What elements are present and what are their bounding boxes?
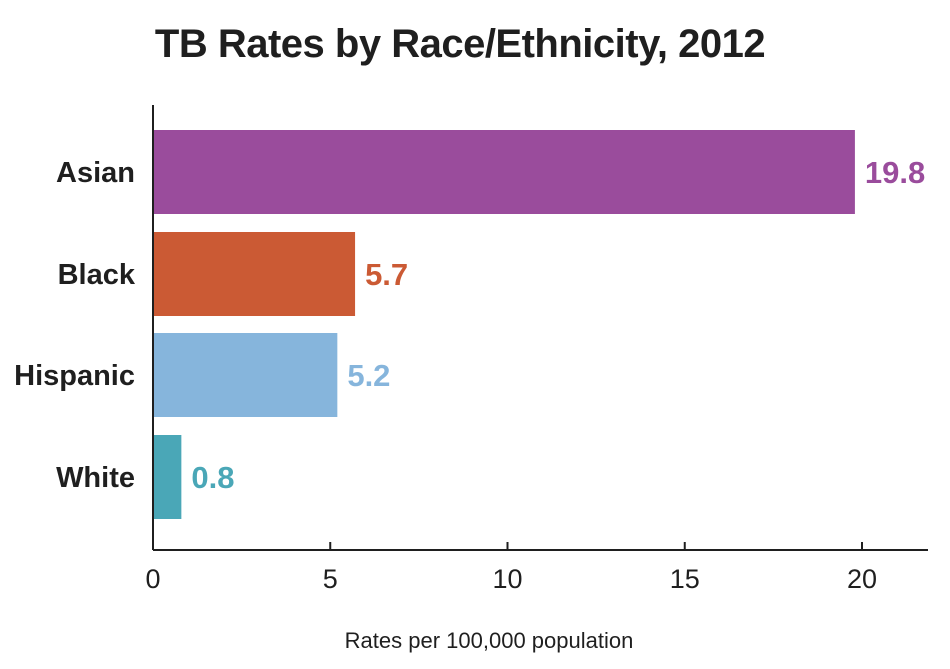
value-label-asian: 19.8 — [865, 155, 925, 190]
chart-title: TB Rates by Race/Ethnicity, 2012 — [154, 22, 766, 66]
bar-asian — [153, 130, 855, 214]
x-tick-label-10: 10 — [492, 564, 522, 594]
axes-layer: 0 5 10 15 20 Rates per 100,000 population — [145, 105, 928, 653]
labels-layer: Asian 19.8 Black 5.7 Hispanic 5.2 White 0.8 — [14, 155, 925, 495]
bar-white — [153, 435, 182, 519]
value-label-black: 5.7 — [365, 257, 408, 292]
value-label-hispanic: 5.2 — [347, 358, 390, 393]
x-axis-title: Rates per 100,000 population — [345, 628, 634, 653]
category-label-black: Black — [58, 259, 136, 291]
x-tick-label-15: 15 — [670, 564, 700, 594]
x-tick-label-5: 5 — [323, 564, 338, 594]
category-label-hispanic: Hispanic — [14, 360, 135, 392]
x-tick-label-0: 0 — [145, 564, 160, 594]
bars-layer — [153, 130, 855, 519]
bar-hispanic — [153, 333, 338, 417]
value-label-white: 0.8 — [191, 460, 234, 495]
category-label-asian: Asian — [56, 157, 135, 189]
category-label-white: White — [56, 462, 135, 494]
bar-black — [153, 232, 356, 316]
x-tick-label-20: 20 — [847, 564, 877, 594]
